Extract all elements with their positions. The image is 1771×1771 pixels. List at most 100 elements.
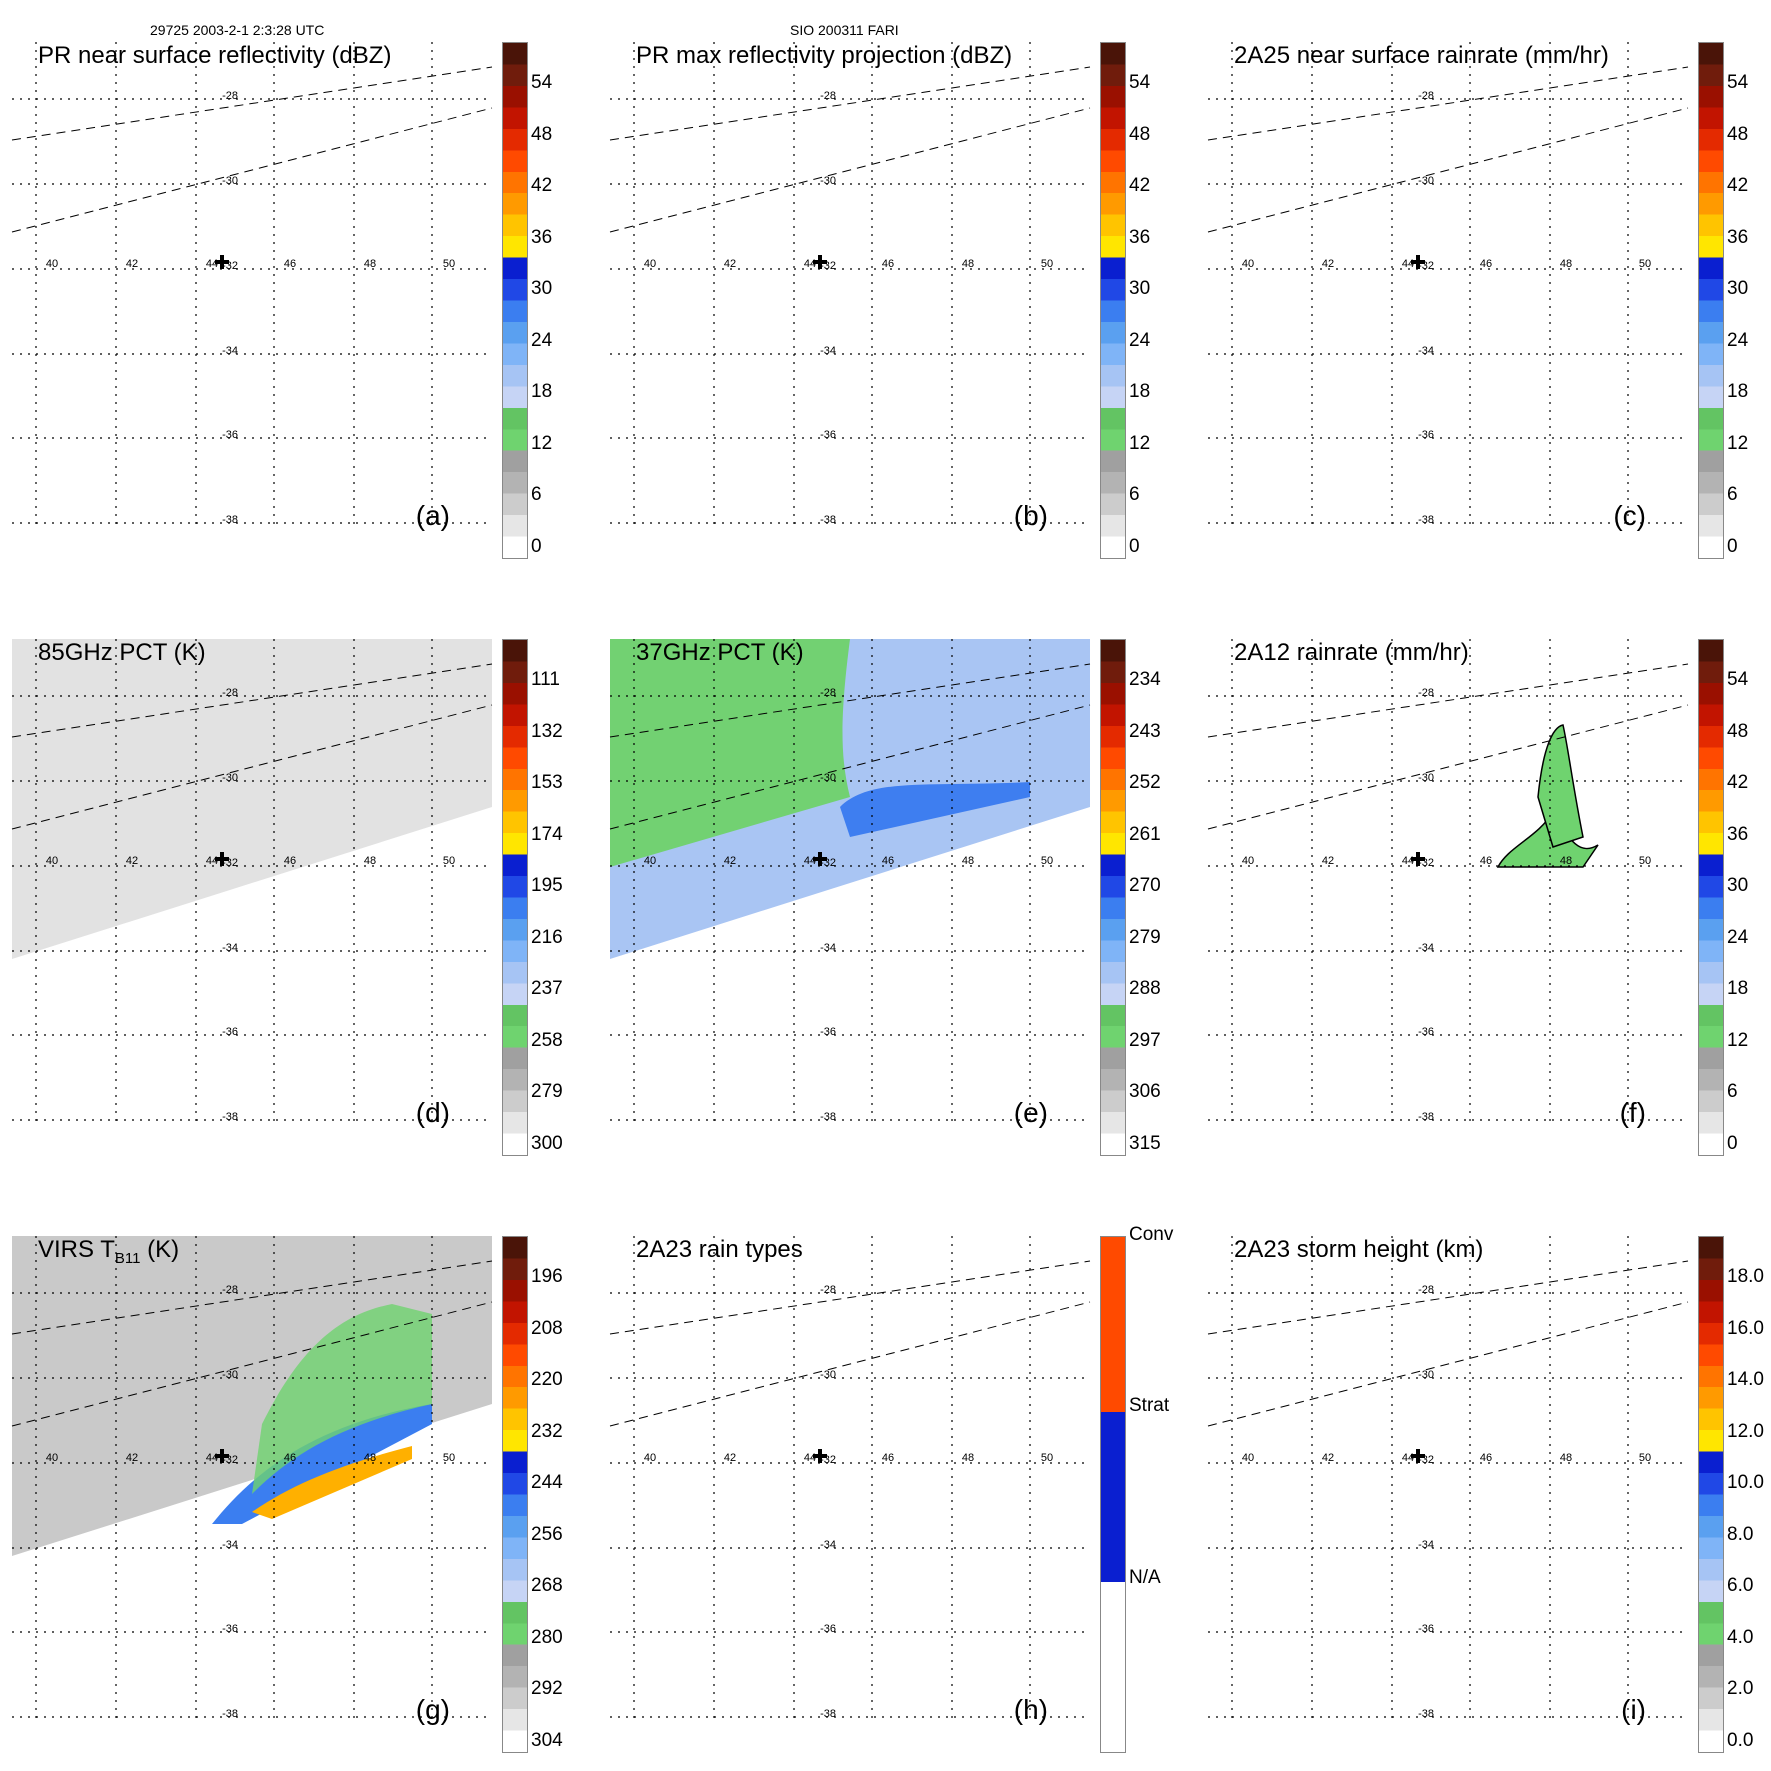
colorbar-tick-label: 0 [1727, 1132, 1738, 1154]
lon-tick-label: 46 [284, 258, 296, 270]
colorbar-tick-label: 232 [531, 1420, 563, 1442]
swath-edge-line [609, 704, 1091, 830]
colorbar-tick-label: 14.0 [1727, 1369, 1764, 1390]
cloud-core [252, 1446, 412, 1519]
colorbar-tick-label: 12 [1727, 1029, 1749, 1051]
lon-tick-label: 42 [724, 258, 736, 270]
lon-tick-label: 48 [1560, 855, 1572, 867]
lon-tick-label: 46 [882, 1452, 894, 1464]
swath-fill [12, 639, 492, 959]
colorbar-tick-label: 30 [531, 278, 553, 299]
panel-title: 2A23 storm height (km) [1234, 1236, 1484, 1263]
colorbar-tick-label: 54 [1727, 669, 1749, 690]
lon-tick-label: 48 [962, 855, 974, 867]
lon-tick-label: 50 [443, 855, 455, 867]
lon-tick-label: 40 [644, 258, 656, 270]
panel-g: 40 42 44 46 48 50 -28 -30 -32 -34 -36 -38 VIRS TB11 … [11, 1194, 563, 1753]
colorbar-tick-label: 48 [1727, 720, 1749, 742]
lon-tick-label: 46 [1480, 855, 1492, 867]
swath-edge-line [1207, 1301, 1689, 1427]
colorbar-tick-label: 54 [1727, 72, 1749, 93]
panel-label: (f) [1619, 1097, 1646, 1128]
lat-tick-label: -36 [1418, 1623, 1434, 1635]
colorbar-tick-label: 42 [1727, 772, 1749, 793]
lat-tick-label: -38 [222, 1708, 238, 1720]
colorbar-tick-label: 12 [531, 432, 553, 454]
lon-tick-label: 48 [1560, 258, 1572, 270]
colorbar-tick-label: 306 [1129, 1081, 1161, 1102]
lat-tick-label: -38 [820, 1708, 836, 1720]
panel-i: 40 42 44 46 48 50 -28 -30 -32 -34 -36 -38 2A23 storm… [1207, 1194, 1764, 1753]
plus-icon [813, 1449, 827, 1463]
swath-edge-line [1207, 663, 1689, 738]
colorbar-tick-label: 54 [531, 72, 553, 93]
colorbar-tick-label: 216 [531, 926, 563, 948]
colorbar-tick-label: 244 [531, 1472, 563, 1493]
panel-d: 40 42 44 46 48 50 -28 -30 -32 -34 -36 -38 85GHz PCT … [11, 597, 563, 1156]
colorbar-tick-label: 18 [1727, 978, 1749, 999]
lat-tick-label: -28 [222, 687, 238, 699]
lat-tick-label: -28 [820, 1284, 836, 1296]
plus-icon [1411, 1449, 1425, 1463]
lon-tick-label: 50 [1639, 855, 1651, 867]
lon-tick-label: 50 [1639, 1452, 1651, 1464]
colorbar-tick-label: 18.0 [1727, 1266, 1764, 1287]
panel-label: (h) [1013, 1694, 1048, 1725]
lon-tick-label: 46 [284, 1452, 296, 1464]
lat-tick-label: -28 [1418, 1284, 1434, 1296]
panel-label: (i) [1621, 1694, 1646, 1725]
lat-tick-label: -36 [820, 1026, 836, 1038]
colorbar-tick-label: 48 [1727, 123, 1749, 145]
map-f: 40 42 44 46 48 50-28-30-32-34-36-38 [1207, 639, 1689, 1123]
lat-tick-label: -28 [820, 687, 836, 699]
colorbar-tick-label: 196 [531, 1266, 563, 1287]
colorbar [1698, 1236, 1724, 1753]
lat-tick-label: -38 [1418, 514, 1434, 526]
map-e: 40 42 44 46 48 50-28-30-32-34-36-38 [609, 639, 1091, 1123]
map-g: 40 42 44 46 48 50-28-30-32-34-36-38 [11, 1236, 493, 1720]
colorbar-tick-label: 18 [1129, 381, 1151, 402]
site-name: SIO 200311 FARI [790, 22, 899, 38]
swath-edge-line [1207, 66, 1689, 141]
lat-tick-label: -36 [222, 429, 238, 441]
lon-tick-label: 40 [1242, 1452, 1254, 1464]
lat-tick-label: -30 [1418, 772, 1434, 784]
lat-tick-label: -30 [222, 1369, 238, 1381]
lat-tick-label: -38 [1418, 1111, 1434, 1123]
colorbar-tick-label: 42 [1129, 175, 1151, 196]
lat-tick-label: -36 [222, 1026, 238, 1038]
colorbar [1100, 1236, 1126, 1753]
colorbar-tick-label: 300 [531, 1132, 563, 1154]
colorbar-tick-label: 48 [531, 123, 553, 145]
lon-tick-label: 46 [284, 855, 296, 867]
colorbar-tick-label: 36 [1727, 226, 1749, 248]
panel-title: 85GHz PCT (K) [38, 639, 206, 666]
colorbar [1698, 639, 1724, 1156]
lat-tick-label: -30 [1418, 175, 1434, 187]
colorbar-tick-label: 18 [531, 381, 553, 402]
panel-label: (g) [415, 1694, 450, 1725]
panel-title: 2A23 rain types [636, 1236, 803, 1263]
colorbar-tick-label: 48 [1129, 123, 1151, 145]
lon-tick-label: 42 [126, 258, 138, 270]
colorbar-tick-label: 279 [531, 1081, 563, 1102]
colorbar-tick-label: 234 [1129, 669, 1161, 690]
lat-tick-label: -38 [222, 1111, 238, 1123]
lat-tick-label: -38 [222, 514, 238, 526]
lat-tick-label: -36 [1418, 429, 1434, 441]
panel-label: (a) [415, 500, 450, 531]
colorbar [1100, 639, 1126, 1156]
plus-icon [215, 255, 229, 269]
lat-tick-label: -34 [820, 345, 836, 357]
colorbar-tick-label: N/A [1129, 1567, 1161, 1588]
swath-edge-line [11, 704, 493, 830]
lon-tick-label: 50 [443, 1452, 455, 1464]
swath-edge-line [11, 663, 493, 738]
colorbar-tick-label: 16.0 [1727, 1317, 1764, 1339]
lon-tick-label: 40 [46, 855, 58, 867]
lon-tick-label: 50 [1639, 258, 1651, 270]
colorbar [502, 42, 528, 559]
lon-tick-label: 42 [1322, 855, 1334, 867]
colorbar-tick-label: 256 [531, 1523, 563, 1545]
swath-warm-core [840, 782, 1030, 837]
